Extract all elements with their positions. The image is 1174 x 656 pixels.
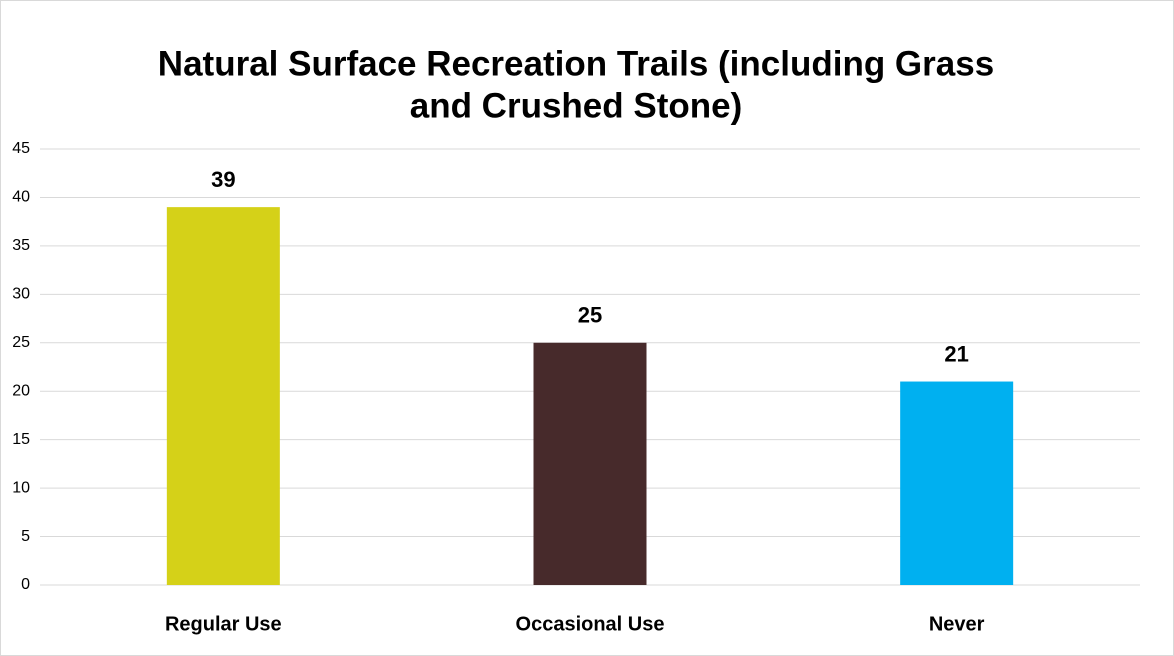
bar [166,207,280,585]
bar [900,381,1014,585]
x-tick-label: Never [929,613,985,635]
x-tick-label: Regular Use [165,613,282,635]
y-tick-label: 35 [12,237,30,254]
y-tick-label: 30 [12,286,30,303]
y-tick-label: 25 [12,334,30,351]
y-tick-label: 0 [21,576,30,593]
y-tick-label: 20 [12,382,30,399]
y-tick-label: 15 [12,431,30,448]
y-tick-label: 45 [12,140,30,157]
y-tick-label: 5 [21,528,30,545]
y-tick-label: 40 [12,189,30,206]
chart-title: Natural Surface Recreation Trails (inclu… [158,44,994,83]
data-label: 21 [944,341,968,366]
bar [533,342,647,585]
chart-title: and Crushed Stone) [410,86,743,125]
x-tick-label: Occasional Use [516,613,665,635]
data-label: 25 [578,303,602,328]
data-label: 39 [211,167,235,192]
y-tick-label: 10 [12,479,30,496]
